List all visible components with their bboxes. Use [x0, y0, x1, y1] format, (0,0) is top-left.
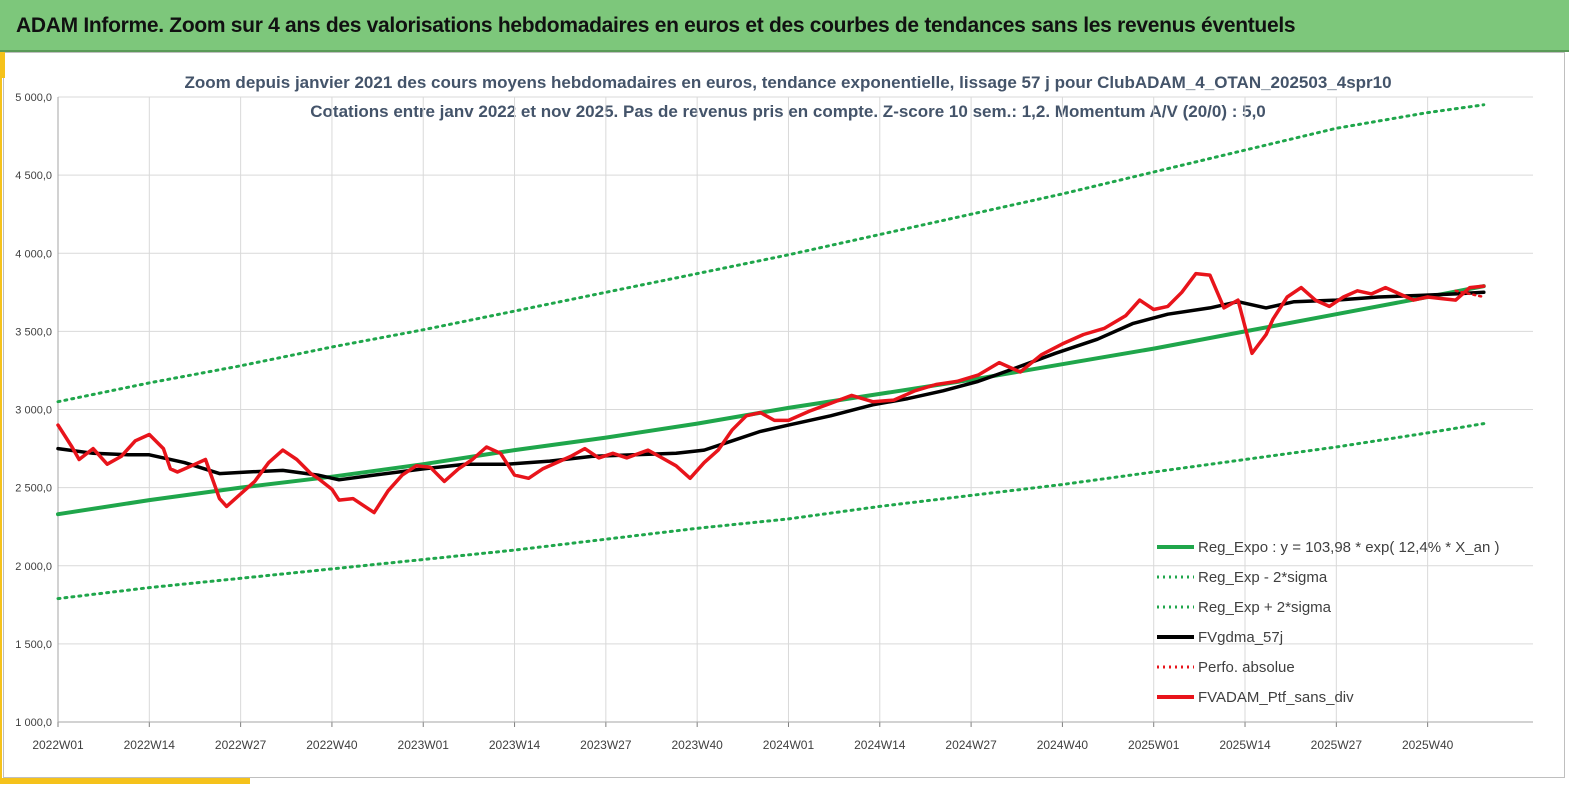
x-tick-label: 2022W27 [215, 738, 267, 752]
legend-label: Perfo. absolue [1198, 659, 1295, 676]
legend-label: FVgdma_57j [1198, 629, 1283, 646]
series-lines [56, 103, 1486, 601]
accent-bar-left [0, 52, 2, 784]
legend-label: Reg_Expo : y = 103,98 * exp( 12,4% * X_a… [1198, 539, 1499, 556]
series-reg-minus-2sigma [56, 422, 1486, 601]
series-reg-plus-2sigma [56, 103, 1486, 404]
legend-label: FVADAM_Ptf_sans_div [1198, 689, 1354, 706]
accent-bar-top [0, 52, 5, 78]
y-tick-label: 1 500,0 [15, 639, 52, 651]
series-fvgdma-57j [56, 290, 1486, 482]
y-tick-label: 2 000,0 [15, 561, 52, 573]
legend-label: Reg_Exp - 2*sigma [1198, 569, 1328, 586]
series-reg-expo [56, 284, 1486, 517]
title-banner: ADAM Informe. Zoom sur 4 ans des valoris… [0, 0, 1569, 52]
y-tick-label: 3 000,0 [15, 405, 52, 417]
x-tick-label: 2024W27 [945, 738, 997, 752]
chart-area: Zoom depuis janvier 2021 des cours moyen… [0, 52, 1569, 784]
line-chart: Zoom depuis janvier 2021 des cours moyen… [15, 73, 1533, 752]
y-tick-label: 5 000,0 [15, 92, 52, 104]
x-tick-label: 2023W01 [398, 738, 450, 752]
accent-bar-bottom [0, 778, 250, 784]
y-tick-label: 1 000,0 [15, 717, 52, 729]
x-tick-label: 2023W40 [671, 738, 723, 752]
x-tick-label: 2024W40 [1037, 738, 1089, 752]
x-tick-label: 2025W01 [1128, 738, 1180, 752]
x-tick-label: 2024W14 [854, 738, 906, 752]
banner-title: ADAM Informe. Zoom sur 4 ans des valoris… [16, 14, 1296, 37]
chart-title: Zoom depuis janvier 2021 des cours moyen… [184, 73, 1391, 92]
gridlines [57, 96, 1533, 723]
chart-frame [3, 52, 1565, 778]
y-tick-label: 4 500,0 [15, 170, 52, 182]
legend-label: Reg_Exp + 2*sigma [1198, 599, 1332, 616]
x-tick-label: 2022W01 [32, 738, 84, 752]
y-tick-label: 4 000,0 [15, 248, 52, 260]
x-tick-label: 2023W27 [580, 738, 632, 752]
x-tick-label: 2025W14 [1219, 738, 1271, 752]
x-tick-label: 2024W01 [763, 738, 815, 752]
y-tick-label: 3 500,0 [15, 326, 52, 338]
series-fvadam-ptf [56, 271, 1486, 515]
x-tick-label: 2022W14 [124, 738, 176, 752]
legend: Reg_Expo : y = 103,98 * exp( 12,4% * X_a… [1157, 539, 1499, 706]
axes: 1 000,0 1 500,0 2 000,0 2 500,0 3 000,0 3 500… [15, 92, 1533, 752]
series-perfo-absolue [1454, 289, 1486, 299]
y-tick-label: 2 500,0 [15, 483, 52, 495]
x-tick-label: 2025W40 [1402, 738, 1454, 752]
x-tick-label: 2022W40 [306, 738, 358, 752]
x-tick-label: 2023W14 [489, 738, 541, 752]
x-tick-label: 2025W27 [1311, 738, 1363, 752]
